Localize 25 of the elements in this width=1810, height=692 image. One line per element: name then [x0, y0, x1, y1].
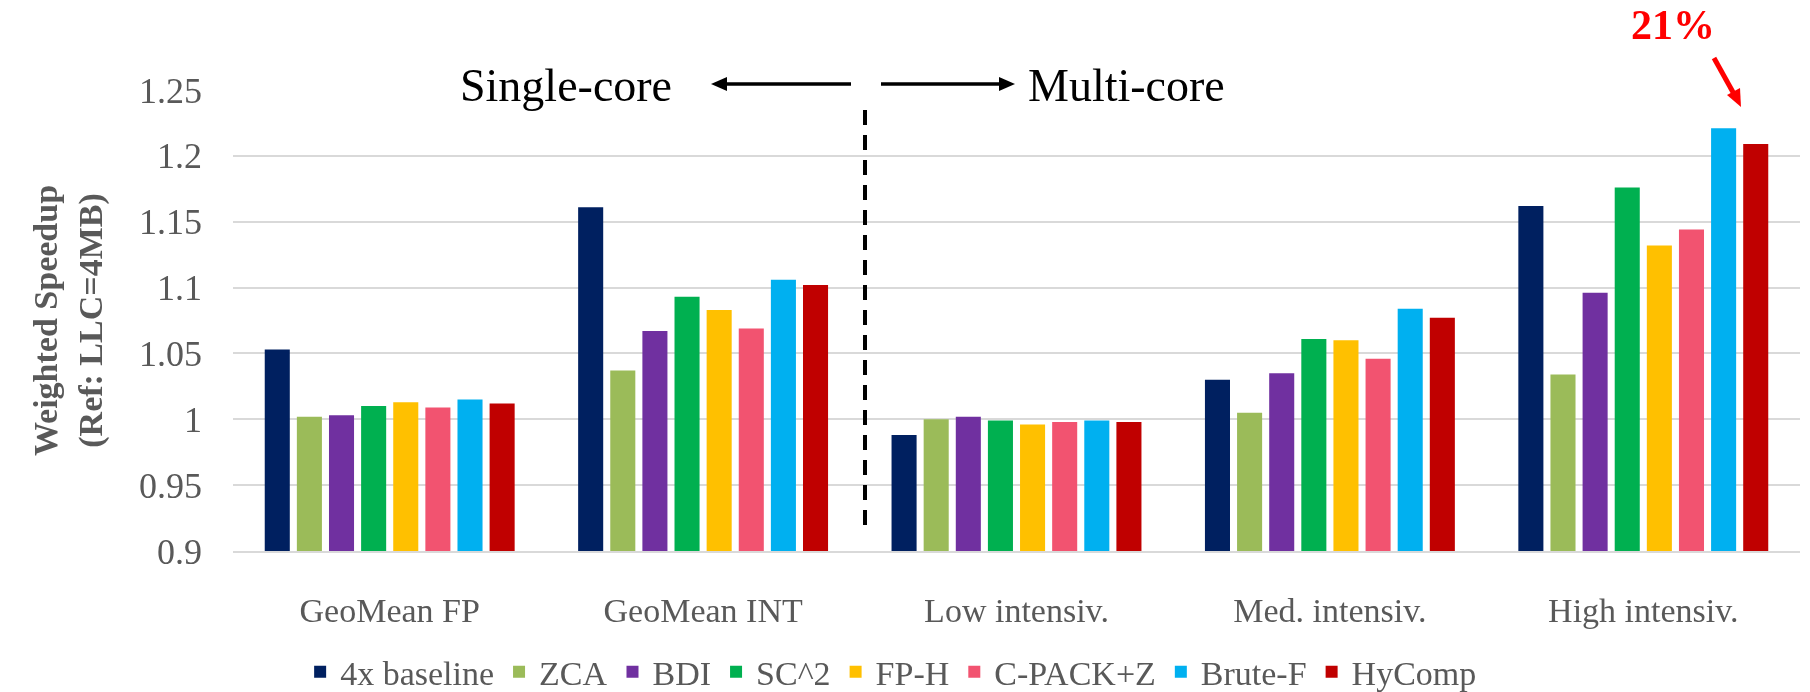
- legend-label: FP-H: [875, 655, 950, 692]
- y-tick-label: 1.2: [157, 136, 202, 177]
- legend-label: 4x baseline: [340, 655, 495, 692]
- legend-label: HyComp: [1351, 655, 1477, 692]
- legend-label: BDI: [652, 655, 712, 692]
- x-tick-label: High intensiv.: [1548, 591, 1739, 629]
- annotation: Multi-core: [1028, 60, 1225, 111]
- x-tick-label: Low intensiv.: [924, 591, 1109, 629]
- y-tick-label: 1.15: [139, 202, 202, 243]
- y-tick-label: 1.1: [157, 268, 202, 309]
- annotation: Single-core: [460, 60, 673, 111]
- y-tick-label: 1.05: [139, 334, 202, 375]
- legend-label: SC^2: [756, 655, 831, 692]
- x-tick-label: Med. intensiv.: [1233, 591, 1427, 629]
- y-tick-label: 1: [184, 399, 202, 440]
- x-tick-label: GeoMean FP: [299, 591, 480, 629]
- legend-label: ZCA: [539, 655, 608, 692]
- y-tick-label: 0.95: [139, 465, 202, 506]
- y-axis-title: Weighted Speedup (Ref: LLC=4MB): [27, 184, 110, 457]
- y-tick-label: 0.9: [157, 531, 202, 572]
- legend-label: Brute-F: [1200, 655, 1307, 692]
- y-tick-label: 1.25: [139, 70, 202, 111]
- legend-label: C-PACK+Z: [994, 655, 1156, 692]
- text: 21%: [1631, 2, 1715, 48]
- x-tick-label: GeoMean INT: [603, 591, 803, 629]
